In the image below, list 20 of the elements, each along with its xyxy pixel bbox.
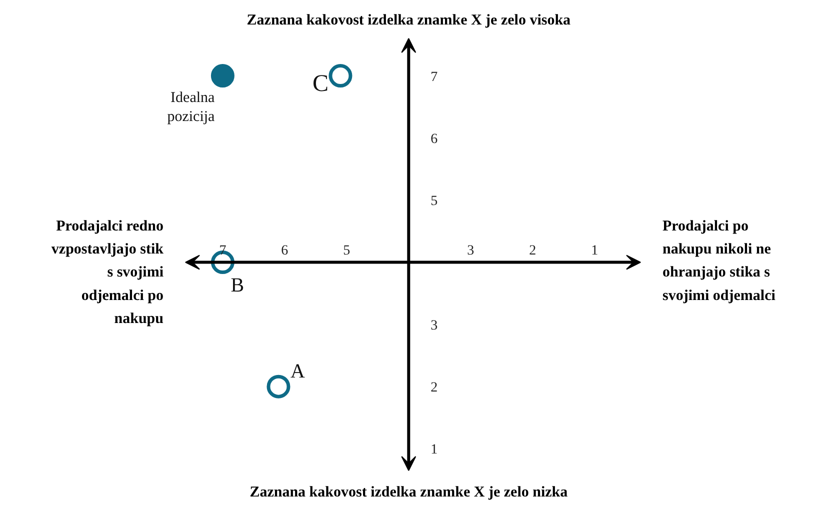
text: Prodajalci po nakupu nikoli ne ohranjajo stika s svojimi odjemalci [662, 218, 776, 304]
series-label: C [312, 70, 328, 97]
series-label: B [230, 274, 244, 296]
x-tick-label: 7 [219, 243, 226, 258]
y-tick-label: 3 [430, 318, 438, 334]
x-tick-label: 6 [281, 243, 288, 258]
y-tick-label: 6 [430, 132, 438, 147]
series-label: A [290, 360, 306, 383]
x-tick-label: 3 [467, 243, 474, 258]
text: Zaznana kakovost izdelka znamke X je zelo nizka [250, 484, 568, 500]
text: Zaznana kakovost izdelka znamke X je zelo visoka [246, 12, 572, 28]
y-tick-label: 1 [430, 442, 438, 458]
y-tick-label: 5 [430, 194, 438, 210]
x-tick-label: 2 [529, 243, 536, 258]
x-tick-label: 5 [343, 243, 350, 258]
y-tick-label: 2 [430, 380, 438, 396]
x-tick-label: 1 [591, 243, 598, 258]
y-tick-label: 7 [430, 70, 438, 85]
text: Prodajalci redno vzpostavljajo stik s svojimi odjemalci po nakupu [51, 218, 164, 328]
series-label: Idealna pozicija [167, 90, 216, 125]
